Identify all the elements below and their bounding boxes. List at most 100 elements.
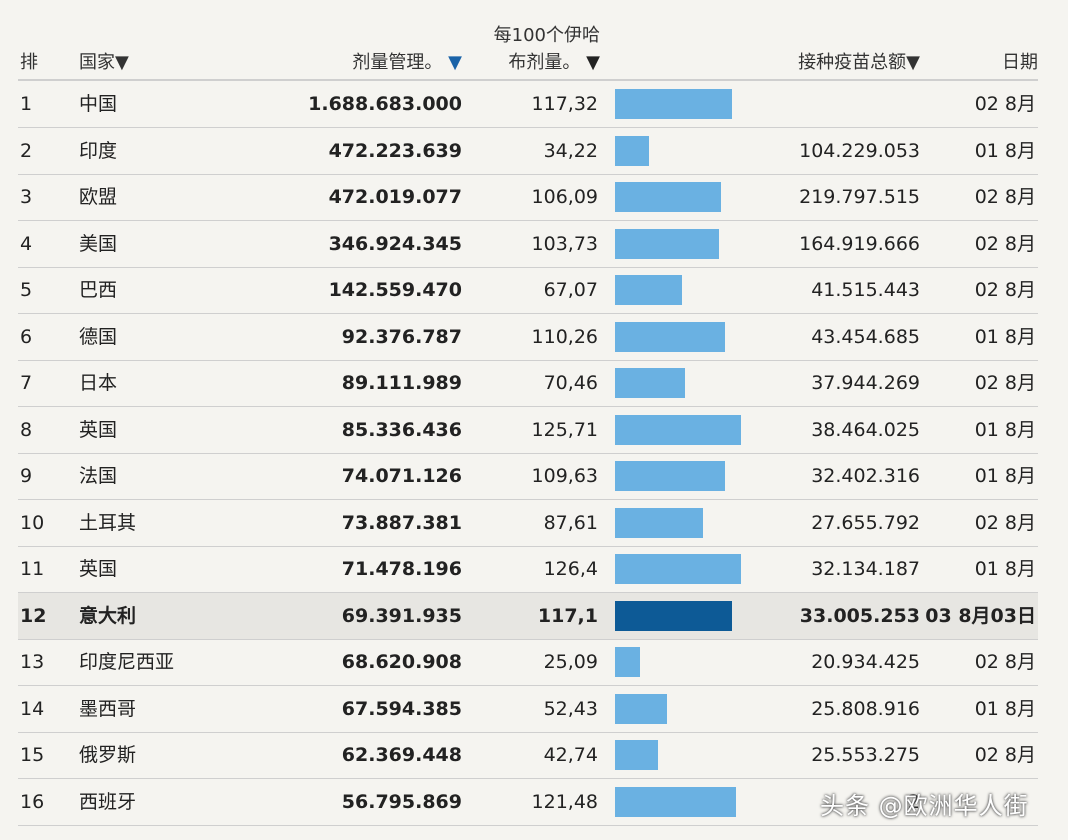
rank-cell: 11 [20,558,45,580]
per100-cell: 42,74 [543,744,598,766]
date-cell: 02 8月 [974,93,1036,115]
header-country[interactable]: 国家▼ [79,52,129,73]
doses-cell: 73.887.381 [341,511,462,534]
date-cell: 01 8月 [974,325,1036,348]
total-cell: 32.134.187 [811,558,920,580]
country-cell: 印度尼西亚 [79,651,175,673]
doses-cell: 1.688.683.000 [308,93,462,115]
rank-cell: 16 [20,790,45,813]
total-cell: 41.515.443 [811,279,920,301]
per100-cell: 121,48 [531,790,598,813]
header-per100[interactable]: 布剂量。 ▼ [508,48,600,74]
country-cell: 意大利 [79,604,137,627]
table-row[interactable]: 4 美国 346.924.345 103,73 164.919.666 02 8月 [18,221,1038,268]
table-row[interactable]: 3 欧盟 472.019.077 106,09 219.797.515 02 8月 [18,174,1038,221]
per100-bar [615,228,719,259]
total-cell: 33.005.253 [799,604,920,627]
rank-cell: 9 [20,465,33,487]
table-row[interactable]: 2 印度 472.223.639 34,22 104.229.053 01 8月 [18,128,1038,175]
total-cell: 20.934.425 [811,651,920,673]
rank-cell: 7 [20,372,33,394]
per100-bar [615,554,741,584]
total-cell: 43.454.685 [811,325,920,348]
table-row[interactable]: 11 英国 71.478.196 126,4 32.134.187 01 8月 [18,546,1038,593]
total-cell: 37.944.269 [811,372,920,394]
table-row[interactable]: 13 印度尼西亚 68.620.908 25,09 20.934.425 02 8月 [18,639,1038,686]
per100-cell: 67,07 [543,279,598,301]
per100-cell: 52,43 [543,697,598,720]
doses-cell: 472.223.639 [328,139,462,162]
date-cell: 02 8月 [974,651,1036,673]
table-row[interactable]: 6 德国 92.376.787 110,26 43.454.685 01 8月 [18,314,1038,361]
table-row[interactable]: 15 俄罗斯 62.369.448 42,74 25.553.275 02 8月 [18,732,1038,779]
date-cell: 02 8月 [974,232,1036,255]
country-cell: 法国 [79,465,118,487]
table-header: 排 国家▼ 剂量管理。 ▼ 每100个伊哈 布剂量。 ▼ 接种疫苗总额▼ 日期 [0,0,1068,81]
header-rank[interactable]: 排 [20,52,38,73]
per100-bar [615,321,725,352]
doses-cell: 89.111.989 [341,372,462,394]
country-cell: 欧盟 [79,186,118,208]
per100-cell: 117,32 [531,93,598,115]
per100-bar [615,275,682,305]
doses-cell: 62.369.448 [341,744,462,766]
header-date[interactable]: 日期 [1002,52,1038,73]
table-row[interactable]: 7 日本 89.111.989 70,46 37.944.269 02 8月 [18,360,1038,407]
total-cell: 32.402.316 [811,465,920,487]
header-per100-label: 布剂量。 [508,52,581,73]
table-row[interactable]: 16 西班牙 56.795.869 121,48 2 [18,779,1038,826]
per100-cell: 110,26 [531,325,598,348]
country-cell: 巴西 [79,279,118,301]
rank-cell: 12 [20,604,47,627]
doses-cell: 56.795.869 [341,790,462,813]
date-cell: 02 8月 [974,372,1036,394]
country-cell: 美国 [79,232,118,255]
rank-cell: 5 [20,279,33,301]
per100-cell: 87,61 [543,511,598,534]
country-cell: 中国 [79,93,118,115]
country-cell: 印度 [79,139,118,162]
per100-cell: 106,09 [531,186,598,208]
per100-bar [615,693,667,724]
per100-cell: 103,73 [531,232,598,255]
total-cell: 2 [907,790,920,813]
per100-cell: 109,63 [531,465,598,487]
date-cell: 02 8月 [974,279,1036,301]
per100-bar [615,89,732,119]
table-row[interactable]: 14 墨西哥 67.594.385 52,43 25.808.916 01 8月 [18,686,1038,733]
rank-cell: 14 [20,697,45,720]
rank-cell: 10 [20,511,45,534]
header-doses[interactable]: 剂量管理。 ▼ [352,48,462,74]
per100-cell: 126,4 [543,558,598,580]
date-cell: 02 8月 [974,511,1036,534]
date-cell: 03 8月03日 [925,604,1036,627]
header-doses-label: 剂量管理。 [352,52,443,73]
total-cell: 27.655.792 [811,511,920,534]
rank-cell: 4 [20,232,33,255]
per100-cell: 125,71 [531,418,598,441]
doses-cell: 71.478.196 [341,558,462,580]
table-row[interactable]: 12 意大利 69.391.935 117,1 33.005.253 03 8月03日 [18,592,1038,640]
rank-cell: 2 [20,139,33,162]
country-cell: 俄罗斯 [79,744,137,766]
table-row[interactable]: 1 中国 1.688.683.000 117,32 02 8月 [18,81,1038,128]
per100-cell: 117,1 [537,604,598,627]
table-row[interactable]: 10 土耳其 73.887.381 87,61 27.655.792 02 8月 [18,500,1038,547]
header-total[interactable]: 接种疫苗总额▼ [798,52,920,73]
table-row[interactable]: 5 巴西 142.559.470 67,07 41.515.443 02 8月 [18,267,1038,314]
total-cell: 219.797.515 [799,186,920,208]
country-cell: 德国 [79,325,118,348]
table-row[interactable]: 9 法国 74.071.126 109,63 32.402.316 01 8月 [18,453,1038,500]
doses-cell: 85.336.436 [341,418,462,441]
header-per100-line1[interactable]: 每100个伊哈 [493,25,600,46]
date-cell: 01 8月 [974,697,1036,720]
country-cell: 墨西哥 [79,697,137,720]
rank-cell: 3 [20,186,33,208]
per100-cell: 70,46 [543,372,598,394]
doses-cell: 74.071.126 [341,465,462,487]
table-row[interactable]: 8 英国 85.336.436 125,71 38.464.025 01 8月 [18,407,1038,454]
watermark: 头条 @欧洲华人街 [820,792,1029,820]
date-cell: 01 8月 [974,418,1036,441]
doses-cell: 92.376.787 [341,325,462,348]
rank-cell: 8 [20,418,33,441]
